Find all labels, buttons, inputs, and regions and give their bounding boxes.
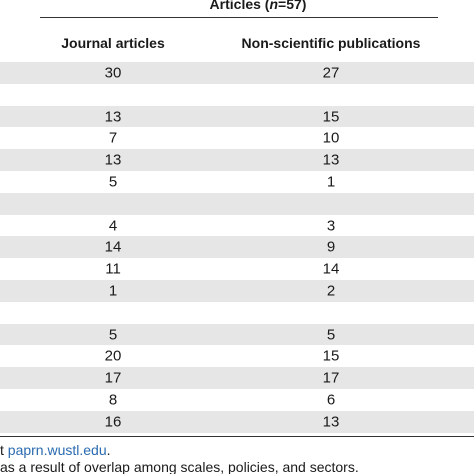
table-cell: 30 — [104, 64, 122, 82]
table-cell: 16 — [104, 413, 122, 431]
title-part: n — [269, 0, 279, 12]
table-row — [0, 258, 474, 280]
table-row — [0, 83, 474, 106]
footnote-text: . — [106, 442, 111, 458]
table-row — [0, 323, 474, 346]
table-cell: 11 — [105, 260, 121, 278]
table-cell: 3 — [326, 217, 336, 234]
table-cell: 9 — [326, 238, 336, 256]
table-cell: 5 — [108, 173, 118, 191]
rule — [40, 17, 438, 18]
table-cell: 4 — [108, 217, 118, 234]
table-cell: 13 — [322, 151, 340, 169]
table-cell: 1 — [326, 173, 336, 191]
table-row — [0, 149, 474, 171]
title-part: =57) — [278, 0, 307, 12]
table-cell: 5 — [326, 326, 336, 343]
table-row — [0, 105, 474, 128]
table-row — [0, 367, 474, 389]
table-cell: 10 — [322, 129, 340, 147]
table-cell: 20 — [104, 347, 122, 365]
table-row — [0, 127, 474, 150]
link[interactable]: paprn.wustl.edu — [7, 442, 107, 458]
footnote-text: t — [0, 442, 4, 458]
table-cell: 6 — [326, 391, 336, 409]
table-cell: 13 — [104, 108, 122, 125]
rule — [0, 436, 474, 437]
table-row — [0, 62, 474, 84]
table-cell: 7 — [108, 129, 118, 147]
table-row — [0, 410, 474, 433]
table-cell: 13 — [322, 413, 340, 431]
table-row — [0, 301, 474, 324]
table-cell: 15 — [322, 347, 340, 365]
footnote: as a result of overlap among scales, pol… — [0, 459, 359, 474]
table-cell: 2 — [326, 282, 336, 300]
table-cell: 13 — [104, 151, 122, 169]
table-cell: 17 — [104, 369, 122, 387]
footnote: t paprn.wustl.edu. — [0, 442, 111, 458]
table-row — [0, 236, 474, 259]
table-cell: 27 — [322, 64, 340, 82]
table-cell: 1 — [108, 282, 118, 300]
table-row — [0, 214, 474, 237]
table-row — [0, 389, 474, 411]
table-cell: 15 — [322, 108, 340, 125]
column-header: Non-scientific publications — [241, 35, 421, 51]
column-header: Journal articles — [61, 35, 165, 51]
group-header: Articles (n=57) — [210, 0, 307, 12]
table-row — [0, 345, 474, 368]
table-row — [0, 280, 474, 302]
table-row — [0, 171, 474, 193]
table-cell: 14 — [104, 238, 122, 256]
table-cell: 14 — [322, 260, 340, 278]
table-cell: 8 — [108, 391, 118, 409]
title-part: Articles ( — [209, 0, 270, 12]
table-cell: 5 — [108, 326, 118, 343]
table-cell: 17 — [322, 369, 340, 387]
table-row — [0, 192, 474, 215]
